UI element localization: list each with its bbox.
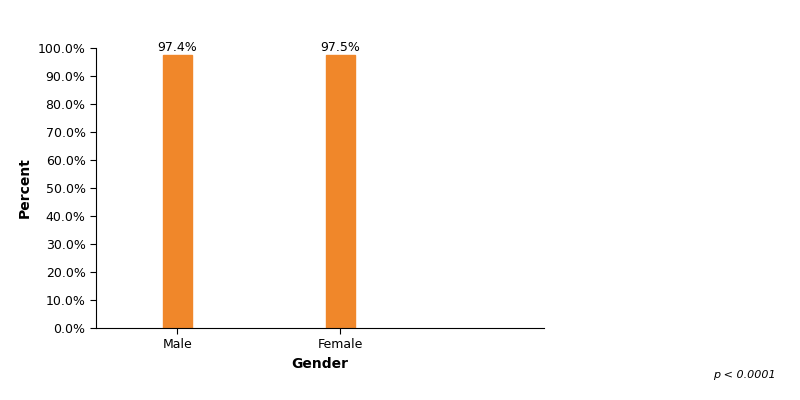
Text: p < 0.0001: p < 0.0001 <box>714 370 776 380</box>
Bar <box>326 55 354 328</box>
Y-axis label: Percent: Percent <box>18 158 32 218</box>
X-axis label: Gender: Gender <box>291 357 349 371</box>
Text: 97.5%: 97.5% <box>321 40 360 54</box>
Bar <box>163 55 192 328</box>
Text: 97.4%: 97.4% <box>158 41 198 54</box>
